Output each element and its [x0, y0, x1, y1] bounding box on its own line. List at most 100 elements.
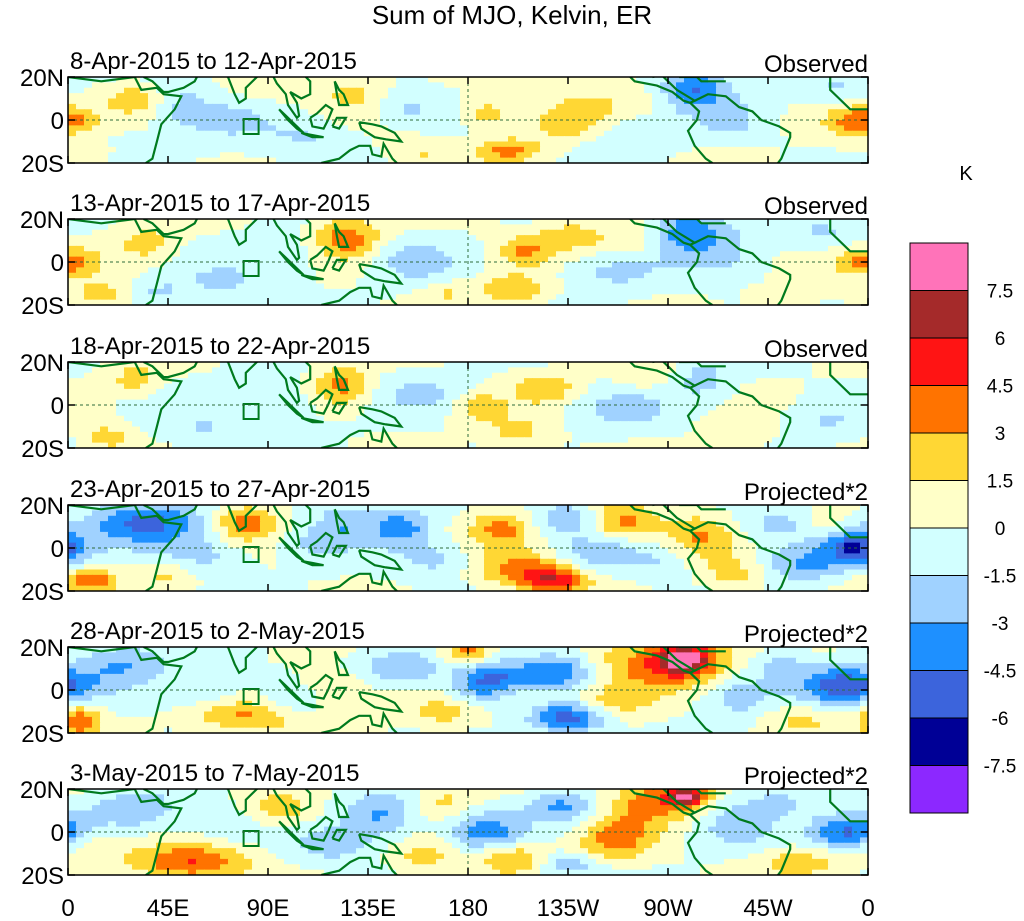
field-cell [308, 288, 317, 295]
field-cell [388, 157, 397, 163]
field-cell [796, 278, 805, 285]
field-cell [260, 283, 269, 290]
field-cell [580, 125, 589, 132]
field-cell [260, 437, 269, 444]
field-cell [500, 278, 509, 285]
field-cell [404, 98, 413, 105]
field-cell [764, 114, 773, 121]
field-cell [140, 120, 149, 126]
field-cell [516, 120, 525, 126]
field-cell [156, 294, 165, 301]
field-cell [372, 399, 381, 406]
field-cell [428, 245, 437, 252]
field-cell [572, 120, 581, 126]
field-cell [292, 415, 301, 422]
field-cell [652, 130, 661, 137]
field-cell [308, 224, 317, 231]
field-cell [84, 136, 93, 143]
field-cell [756, 136, 765, 143]
field-cell [628, 272, 637, 279]
field-cell [820, 362, 829, 368]
field-cell [620, 278, 629, 285]
field-cell [348, 415, 357, 422]
field-cell [748, 125, 757, 132]
field-cell [380, 262, 389, 268]
field-cell [804, 421, 813, 428]
field-cell [292, 229, 301, 236]
field-cell [452, 77, 461, 83]
field-cell [228, 267, 237, 274]
field-cell [596, 87, 605, 94]
field-cell [388, 283, 397, 290]
field-cell [156, 367, 165, 374]
field-cell [316, 103, 325, 110]
field-cell [804, 141, 813, 148]
field-cell [268, 415, 277, 422]
field-cell [836, 362, 845, 368]
field-cell [564, 82, 573, 89]
field-cell [420, 388, 429, 395]
field-cell [484, 114, 493, 121]
field-cell [716, 262, 725, 268]
field-cell [500, 388, 509, 395]
field-cell [564, 415, 573, 422]
field-cell [404, 383, 413, 390]
field-cell [716, 394, 725, 401]
field-cell [76, 362, 85, 368]
field-cell [572, 87, 581, 94]
field-cell [636, 130, 645, 137]
field-cell [628, 82, 637, 89]
field-cell [340, 383, 349, 390]
field-cell [812, 245, 821, 252]
field-cell [596, 157, 605, 163]
field-cell [588, 130, 597, 137]
field-cell [772, 120, 781, 126]
field-cell [124, 421, 133, 428]
field-cell [372, 157, 381, 163]
field-cell [340, 299, 349, 305]
field-cell [764, 103, 773, 110]
field-cell [348, 505, 357, 511]
field-cell [268, 256, 277, 263]
field-cell [356, 426, 365, 433]
field-cell [148, 120, 157, 126]
field-cell [332, 240, 341, 247]
field-cell [148, 272, 157, 279]
field-cell [700, 410, 709, 417]
field-cell [732, 399, 741, 406]
field-cell [620, 431, 629, 438]
field-cell [548, 278, 557, 285]
field-cell [348, 235, 357, 242]
field-cell [724, 272, 733, 279]
field-cell [340, 157, 349, 163]
field-cell [684, 152, 693, 159]
field-cell [796, 267, 805, 274]
field-cell [68, 437, 77, 444]
field-cell [596, 278, 605, 285]
field-cell [724, 93, 733, 100]
field-cell [500, 157, 509, 163]
field-cell [276, 442, 285, 448]
field-cell [284, 367, 293, 374]
field-cell [172, 224, 181, 231]
field-cell [388, 235, 397, 242]
field-cell [476, 394, 485, 401]
coastline [309, 245, 334, 272]
field-cell [404, 251, 413, 258]
field-cell [844, 130, 853, 137]
field-cell [628, 93, 637, 100]
field-cell [492, 367, 501, 374]
field-cell [644, 426, 653, 433]
field-cell [196, 442, 205, 448]
field-cell [444, 114, 453, 121]
field-cell [612, 103, 621, 110]
field-cell [788, 224, 797, 231]
field-cell [676, 394, 685, 401]
field-cell [660, 426, 669, 433]
field-cell [556, 224, 565, 231]
field-cell [804, 219, 813, 225]
field-cell [148, 251, 157, 258]
field-cell [236, 294, 245, 301]
field-cell [756, 415, 765, 422]
field-cell [148, 399, 157, 406]
